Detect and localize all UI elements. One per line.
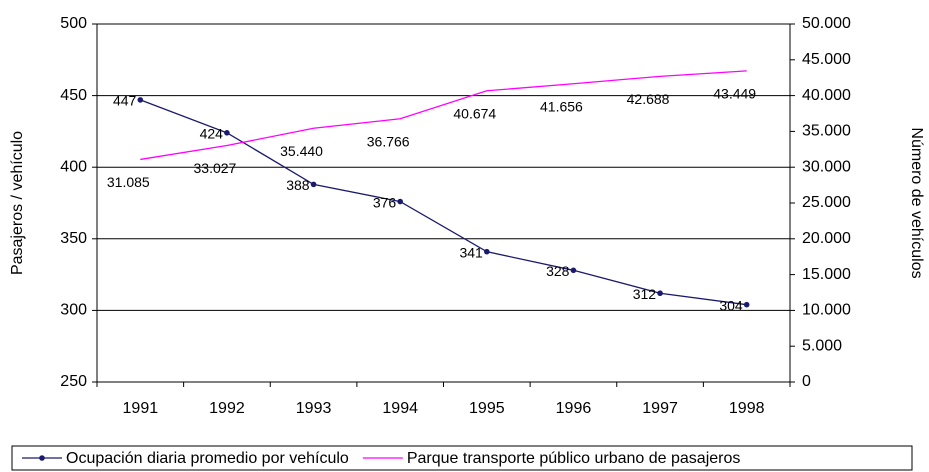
data-label: 341 [459, 244, 483, 260]
data-label: 447 [113, 93, 137, 109]
data-point [743, 301, 750, 308]
data-label: 328 [546, 263, 570, 279]
y2-tick-label: 5.000 [802, 337, 842, 354]
y-tick-label: 350 [60, 230, 87, 247]
x-tick-label: 1995 [469, 400, 505, 417]
y2-tick-label: 35.000 [802, 123, 851, 140]
data-label: 41.656 [540, 98, 583, 114]
x-tick-label: 1991 [123, 400, 159, 417]
y-tick-label: 300 [60, 302, 87, 319]
y-tick-label: 250 [60, 373, 87, 390]
series-line [140, 70, 747, 161]
y-tick-label: 400 [60, 158, 87, 175]
x-tick-label: 1997 [642, 400, 678, 417]
series-line [140, 99, 747, 306]
y-axis-label: Pasajeros / vehículo [9, 131, 26, 275]
data-point [570, 267, 577, 274]
x-tick-label: 1993 [296, 400, 332, 417]
data-point [224, 130, 230, 136]
data-point [657, 290, 663, 297]
x-tick-label: 1994 [382, 400, 418, 417]
legend-label: Ocupación diaria promedio por vehículo [66, 450, 349, 467]
y2-tick-label: 15.000 [802, 266, 851, 283]
data-label: 42.688 [627, 91, 670, 107]
legend-marker [39, 455, 45, 461]
x-tick-label: 1996 [556, 400, 592, 417]
data-label: 304 [719, 297, 743, 313]
y2-tick-label: 30.000 [802, 158, 851, 175]
data-label: 35.440 [280, 143, 323, 159]
y2-tick-label: 45.000 [802, 51, 851, 68]
y2-tick-label: 0 [802, 373, 811, 390]
data-label: 376 [373, 194, 397, 210]
data-label: 33.027 [194, 160, 237, 176]
y2-tick-label: 40.000 [802, 87, 851, 104]
y2-tick-label: 10.000 [802, 302, 851, 319]
data-point [137, 97, 144, 103]
y2-tick-label: 20.000 [802, 230, 851, 247]
x-tick-label: 1992 [209, 400, 245, 417]
data-point [310, 181, 317, 188]
data-label: 312 [633, 286, 657, 302]
data-label: 40.674 [453, 105, 496, 121]
y-tick-label: 450 [60, 87, 87, 104]
legend-box [11, 445, 913, 471]
data-label: 388 [286, 177, 310, 193]
data-label: 36.766 [367, 133, 410, 149]
data-point [397, 198, 403, 205]
data-label: 43.449 [713, 86, 756, 102]
x-tick-label: 1998 [729, 400, 765, 417]
y2-axis-label: Número de vehículos [908, 127, 925, 278]
data-point [484, 248, 490, 255]
data-label: 31.085 [107, 174, 150, 190]
y2-tick-label: 25.000 [802, 194, 851, 211]
y2-tick-label: 50.000 [802, 15, 851, 32]
data-label: 424 [200, 126, 224, 142]
legend-label: Parque transporte público urbano de pasa… [407, 450, 741, 467]
y-tick-label: 500 [60, 15, 87, 32]
